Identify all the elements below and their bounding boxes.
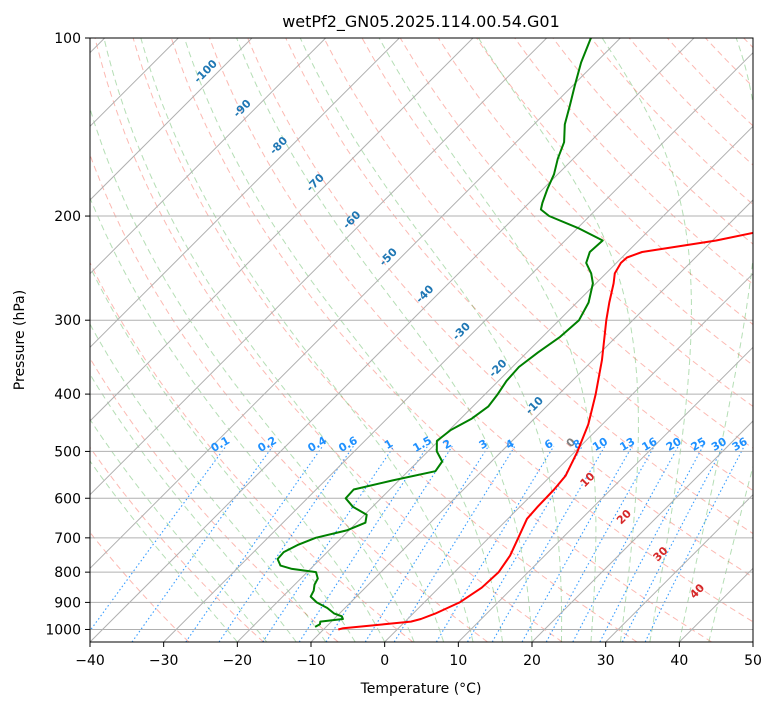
moist-adiabat-line (183, 38, 503, 642)
dry-adiabat-line (552, 38, 753, 245)
profile-series (276, 38, 753, 631)
background-lines (90, 38, 753, 642)
isotherm-gridline (90, 38, 400, 349)
x-tick-label: 40 (670, 653, 688, 669)
y-tick-label: 900 (54, 595, 81, 611)
isotherm-gridline (236, 125, 753, 642)
moist-adiabat-line (601, 38, 692, 642)
dry-adiabat-line (90, 446, 264, 642)
x-tick-label: 10 (449, 653, 467, 669)
dry-adiabat-line (437, 38, 753, 366)
mixing-ratio-line (364, 445, 489, 642)
isotherm-gridline (163, 51, 753, 642)
moist-adiabat-line (103, 38, 445, 642)
y-tick-label: 1000 (45, 622, 81, 638)
isotherm-gridline (90, 38, 474, 422)
isotherm-gridline (90, 38, 548, 496)
x-tick-label: −30 (149, 653, 179, 669)
y-tick-label: 300 (54, 313, 81, 329)
plot-frame (89, 37, 754, 643)
moist-adiabat-line (678, 38, 753, 642)
y-tick-label: 200 (54, 209, 81, 225)
dry-adiabat-line (628, 38, 753, 166)
moist-adiabat-line (708, 464, 753, 642)
dry-adiabat-line (361, 38, 753, 449)
x-axis-title: Temperature (°C) (360, 681, 482, 697)
moist-adiabat-line (299, 38, 563, 642)
moist-adiabat-line (90, 106, 415, 642)
mixing-ratio-line (218, 445, 354, 642)
moist-adiabat-line (90, 323, 327, 642)
y-tick-label: 400 (54, 387, 81, 403)
isotherm-gridline (457, 346, 753, 642)
dry-adiabat-line (323, 38, 753, 492)
moist-adiabat-line (90, 418, 268, 642)
x-tick-label: −10 (296, 653, 326, 669)
chart-title: wetPf2_GN05.2025.114.00.54.G01 (282, 12, 560, 32)
x-tick-label: 30 (597, 653, 615, 669)
mixing-ratio-line (131, 445, 274, 642)
dry-adiabat-line (247, 38, 753, 578)
mixing-ratio-line (262, 445, 395, 642)
isotherm-gridline (90, 38, 621, 570)
y-tick-label: 600 (54, 491, 81, 507)
y-axis-title: Pressure (hPa) (12, 290, 28, 390)
isotherm-gridline (90, 38, 695, 642)
mixing-ratio-line (435, 445, 555, 642)
dewpoint-profile-line (276, 38, 604, 628)
mixing-ratio-line (185, 445, 324, 642)
moist-adiabat-line (90, 265, 356, 642)
mixing-ratio-line (621, 445, 724, 642)
moist-adiabat-line (90, 460, 238, 642)
moist-adiabat-line (477, 38, 639, 642)
y-tick-label: 500 (54, 444, 81, 460)
y-tick-label: 700 (54, 531, 81, 547)
dry-adiabat-line (94, 38, 563, 642)
isotherm-gridline (90, 38, 253, 201)
x-tick-label: 20 (523, 653, 541, 669)
mixing-ratio-line (393, 445, 516, 642)
dry-adiabat-line (132, 38, 638, 642)
dry-adiabat-line (209, 38, 753, 623)
y-tick-label: 100 (54, 31, 81, 47)
axes: −40 −30 −20 −10 0 10 20 30 40 50 100 200 300 400 500 60… (45, 31, 762, 669)
moist-adiabat-line (90, 373, 297, 642)
isotherm-gridline (310, 199, 753, 642)
y-tick-label: 800 (54, 565, 81, 581)
mixing-ratio-line (644, 445, 745, 642)
x-tick-label: −40 (75, 653, 105, 669)
isotherm-gridline (384, 272, 753, 642)
isotherm-gridline (531, 420, 753, 642)
moist-adiabat-line (378, 38, 597, 642)
moist-adiabat-line (90, 196, 386, 642)
mixing-ratio-line (325, 445, 453, 642)
moist-adiabat-line (236, 38, 533, 642)
mixing-ratio-line (298, 445, 429, 642)
isotherm-gridline (605, 493, 753, 642)
isotherm-gridline (90, 38, 327, 275)
mixing-ratio-line (521, 445, 633, 642)
mixing-ratio-line (545, 445, 655, 642)
x-tick-label: 50 (744, 653, 762, 669)
x-tick-label: 0 (380, 653, 389, 669)
dry-adiabat-line (90, 261, 414, 642)
x-tick-label: −20 (223, 653, 253, 669)
dry-adiabat-line (399, 38, 753, 408)
temperature-profile-line (338, 231, 753, 631)
